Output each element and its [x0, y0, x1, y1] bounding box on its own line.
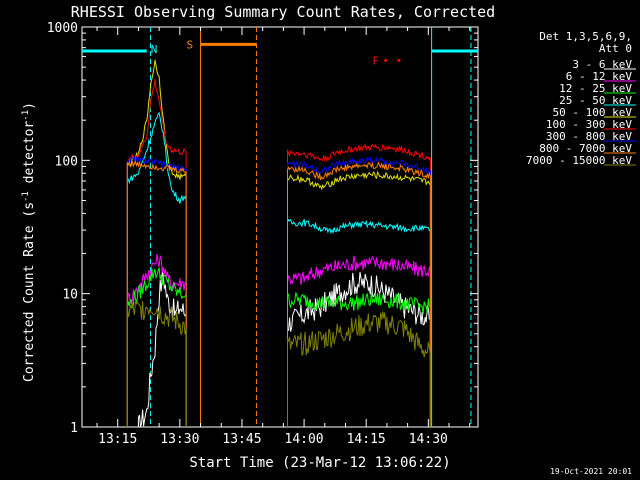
status-flags: N S F • • [82, 38, 478, 68]
generation-timestamp: 19-Oct-2021 20:01 [550, 467, 632, 476]
x-tick-label: 13:30 [160, 432, 199, 447]
series-line [287, 218, 431, 427]
series-line [287, 161, 431, 427]
chart-title: RHESSI Observing Summary Count Rates, Co… [71, 3, 495, 21]
legend-header-line1: Det 1,3,5,6,9, [539, 30, 632, 43]
x-tick-label: 14:15 [347, 432, 386, 447]
legend-header-line2: Att 0 [599, 42, 632, 55]
axis-ticks: 13:15 13:30 13:45 14:00 14:15 14:30 1 10 100 1000 [47, 21, 478, 447]
series-line [287, 291, 431, 427]
legend-entry-label: 12 - 25 keV [559, 82, 632, 95]
x-tick-label: 13:15 [98, 432, 137, 447]
plot-border [81, 26, 479, 428]
y-tick-label: 100 [55, 154, 78, 169]
series-line [126, 267, 187, 427]
legend-entry-label: 100 - 300 keV [546, 118, 632, 131]
y-tick-label: 1 [70, 421, 78, 436]
series-line [287, 311, 431, 427]
x-tick-label: 14:00 [285, 432, 324, 447]
series-line [287, 255, 431, 427]
series-line [126, 156, 187, 427]
flare-flag-marker: • • [382, 55, 402, 68]
status-vertical-lines [149, 27, 472, 427]
x-tick-label: 14:30 [409, 432, 448, 447]
series-line [126, 111, 187, 427]
series-lines [126, 59, 431, 428]
y-tick-label: 10 [62, 288, 78, 303]
legend-entry-label: 25 - 50 keV [559, 94, 632, 107]
x-tick-label: 13:45 [222, 432, 261, 447]
saa-flag-label: N [151, 43, 158, 56]
series-line [287, 170, 431, 427]
series-line [126, 300, 187, 427]
legend-entry-label: 3 - 6 keV [572, 58, 632, 71]
legend-entry-label: 7000 - 15000 keV [526, 154, 632, 167]
series-line [126, 78, 187, 427]
legend-entry-label: 6 - 12 keV [566, 70, 633, 83]
legend-entry-label: 800 - 7000 keV [539, 142, 632, 155]
series-line [126, 253, 187, 427]
shadow-flag-label: S [187, 38, 194, 51]
x-axis-label: Start Time (23-Mar-12 13:06:22) [189, 455, 450, 471]
y-axis-label: Corrected Count Rate (s-1 detector-1) [21, 102, 37, 382]
plot-frame [81, 26, 479, 428]
series-line [287, 156, 431, 427]
series-line [126, 59, 187, 427]
flare-flag-label: F [372, 55, 379, 68]
legend-entry-label: 300 - 800 keV [546, 130, 632, 143]
y-tick-label: 1000 [47, 21, 78, 36]
legend-entry-label: 50 - 100 keV [553, 106, 633, 119]
series-line [287, 143, 431, 427]
series-line [126, 159, 187, 427]
